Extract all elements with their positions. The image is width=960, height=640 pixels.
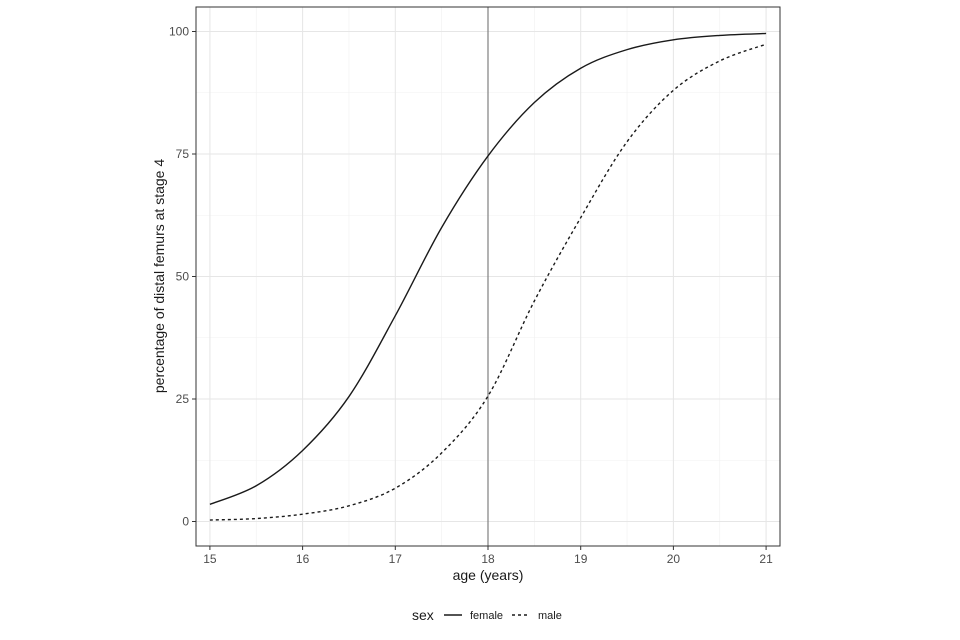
series-lines — [209, 32, 767, 521]
series-line-female — [209, 32, 767, 505]
legend-label-male: male — [538, 610, 562, 622]
legend-title: sex — [412, 607, 434, 623]
x-axis-title: age (years) — [453, 567, 524, 583]
x-tick-label: 19 — [574, 552, 588, 566]
legend-label-female: female — [470, 610, 503, 622]
y-tick-label: 75 — [176, 147, 190, 161]
y-tick-label: 25 — [176, 392, 190, 406]
y-axis: 0 25 50 75 100 — [169, 25, 196, 529]
x-axis: 15 16 17 18 19 20 21 — [203, 546, 773, 566]
x-tick-label: 16 — [296, 552, 310, 566]
x-tick-label: 20 — [667, 552, 681, 566]
x-tick-label: 18 — [481, 552, 495, 566]
x-tick-label: 21 — [759, 552, 773, 566]
x-tick-label: 17 — [389, 552, 403, 566]
y-tick-label: 100 — [169, 25, 189, 39]
y-tick-label: 0 — [182, 515, 189, 529]
plot-panel — [195, 6, 781, 547]
legend: sex female male — [412, 607, 562, 623]
series-line-male — [209, 43, 767, 521]
y-axis-title: percentage of distal femurs at stage 4 — [151, 159, 167, 393]
x-tick-label: 15 — [203, 552, 217, 566]
y-tick-label: 50 — [176, 270, 190, 284]
